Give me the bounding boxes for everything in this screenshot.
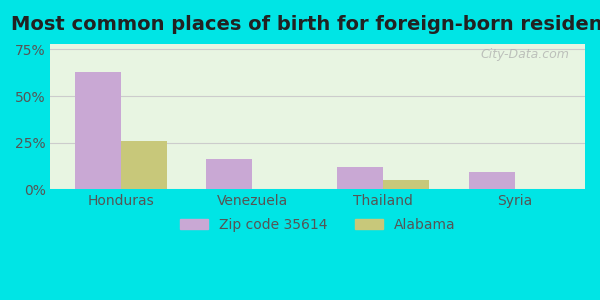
Bar <box>75 72 121 189</box>
Text: City-Data.com: City-Data.com <box>480 48 569 61</box>
Bar <box>469 172 515 189</box>
Bar <box>121 141 167 189</box>
Bar <box>206 159 252 189</box>
Title: Most common places of birth for foreign-born residents: Most common places of birth for foreign-… <box>11 15 600 34</box>
Bar <box>383 180 430 189</box>
Legend: Zip code 35614, Alabama: Zip code 35614, Alabama <box>175 212 461 237</box>
Bar <box>337 167 383 189</box>
